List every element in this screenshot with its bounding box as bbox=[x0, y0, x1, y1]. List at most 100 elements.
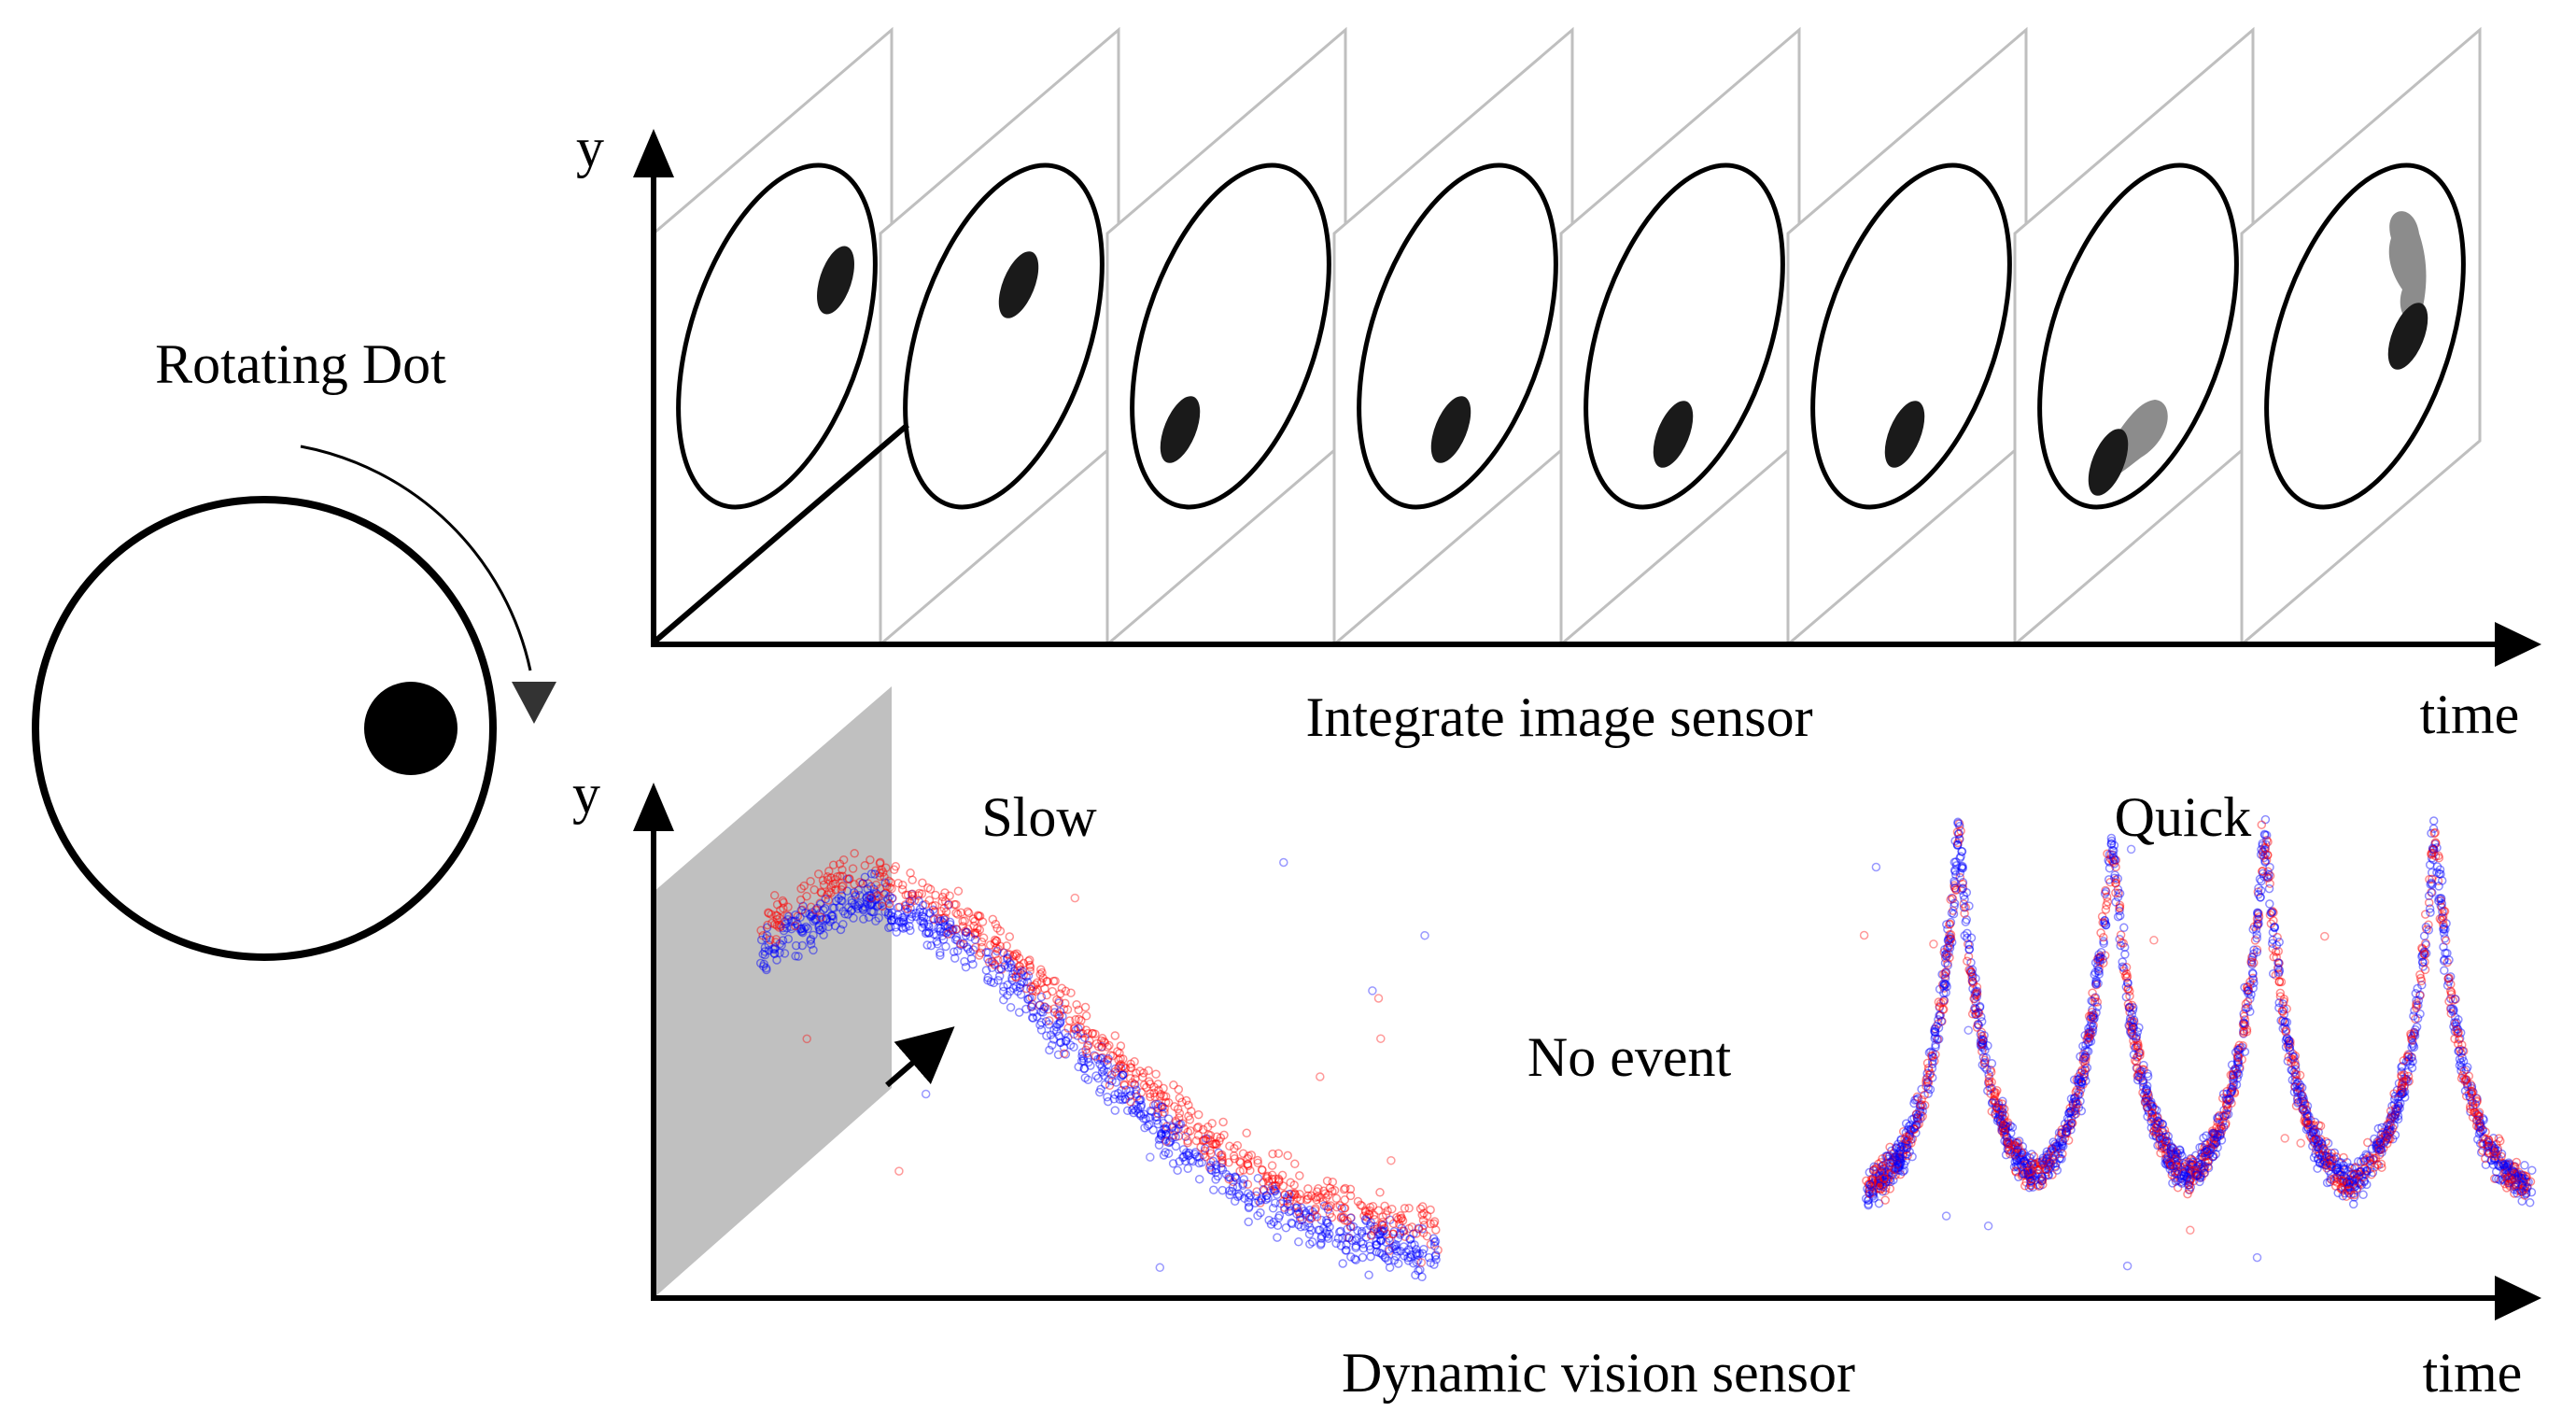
event-positive bbox=[1205, 1136, 1215, 1146]
bottom-y-label: y bbox=[572, 763, 600, 825]
event-negative bbox=[1044, 1020, 1054, 1029]
event-negative bbox=[791, 910, 800, 920]
event-negative bbox=[919, 918, 929, 928]
event-negative bbox=[2134, 1048, 2144, 1057]
event-negative bbox=[919, 908, 928, 917]
event-negative bbox=[780, 917, 790, 926]
event-positive bbox=[1267, 1170, 1277, 1180]
event-negative bbox=[1414, 1255, 1423, 1265]
event-negative bbox=[836, 925, 846, 935]
event-negative bbox=[1232, 1182, 1243, 1192]
event-negative bbox=[1384, 1234, 1394, 1243]
event-positive bbox=[1404, 1204, 1414, 1213]
event-negative bbox=[831, 897, 841, 906]
event-negative bbox=[858, 905, 868, 915]
event-negative bbox=[950, 935, 961, 944]
event-positive bbox=[823, 872, 833, 882]
event-positive bbox=[1323, 1190, 1333, 1200]
event-negative bbox=[938, 917, 948, 927]
event-negative bbox=[914, 897, 923, 906]
event-negative bbox=[1302, 1208, 1311, 1218]
event-negative bbox=[1026, 1002, 1036, 1011]
event-negative bbox=[1104, 1053, 1113, 1064]
event-positive bbox=[875, 868, 885, 878]
event-positive bbox=[1327, 1212, 1337, 1222]
event-negative bbox=[1410, 1240, 1419, 1250]
event-positive bbox=[1145, 1089, 1155, 1099]
event-positive bbox=[888, 893, 897, 903]
event-positive bbox=[1232, 1140, 1243, 1151]
event-positive bbox=[1318, 1197, 1328, 1207]
event-negative bbox=[1358, 1243, 1369, 1253]
event-positive bbox=[1175, 1113, 1184, 1123]
event-negative bbox=[1430, 1251, 1441, 1261]
event-negative bbox=[1181, 1132, 1190, 1141]
event-negative bbox=[1168, 1122, 1177, 1132]
event-positive bbox=[1016, 966, 1025, 975]
event-negative bbox=[1227, 1186, 1237, 1196]
event-negative bbox=[1366, 1251, 1375, 1262]
event-negative bbox=[1117, 1064, 1126, 1073]
event-negative bbox=[1147, 1107, 1157, 1117]
event-negative bbox=[1372, 1227, 1383, 1236]
event-negative bbox=[951, 932, 962, 942]
event-negative bbox=[1183, 1164, 1193, 1174]
event-positive bbox=[1071, 1015, 1080, 1024]
event-negative bbox=[1045, 1045, 1054, 1055]
event-negative bbox=[1358, 1252, 1368, 1263]
event-negative bbox=[1225, 1173, 1235, 1182]
event-positive bbox=[1105, 1040, 1114, 1051]
event-negative bbox=[1171, 1132, 1180, 1142]
event-negative bbox=[950, 953, 960, 963]
event-negative bbox=[1117, 1071, 1126, 1081]
event-positive bbox=[923, 882, 933, 893]
event-negative bbox=[1399, 1242, 1409, 1251]
event-positive bbox=[1274, 1174, 1284, 1183]
event-negative bbox=[1118, 1070, 1127, 1080]
event-positive bbox=[767, 910, 776, 919]
event-negative bbox=[1132, 1085, 1141, 1095]
event-positive bbox=[1114, 1055, 1123, 1065]
event-positive bbox=[1244, 1161, 1253, 1171]
event-negative bbox=[1171, 1125, 1181, 1136]
event-negative bbox=[778, 936, 788, 945]
event-positive bbox=[1310, 1206, 1320, 1215]
event-positive bbox=[930, 900, 940, 911]
event-negative bbox=[1152, 1112, 1162, 1122]
event-positive bbox=[1033, 978, 1042, 987]
event-negative bbox=[1351, 1255, 1361, 1264]
event-positive bbox=[1259, 1178, 1268, 1187]
event-positive bbox=[1392, 1213, 1401, 1222]
event-positive bbox=[764, 908, 773, 917]
event-negative bbox=[1139, 1113, 1148, 1123]
event-negative bbox=[1360, 1215, 1371, 1224]
event-positive bbox=[1115, 1061, 1124, 1071]
event-negative bbox=[1120, 1094, 1130, 1104]
event-positive bbox=[1381, 1210, 1391, 1220]
event-positive bbox=[775, 913, 784, 923]
noise-event bbox=[1871, 862, 1881, 872]
event-positive bbox=[838, 854, 849, 865]
event-negative bbox=[1028, 1013, 1038, 1023]
event-negative bbox=[1040, 1002, 1050, 1012]
event-negative bbox=[961, 962, 971, 972]
event-positive bbox=[1074, 1014, 1084, 1024]
event-negative bbox=[1099, 1057, 1109, 1066]
event-positive bbox=[956, 908, 965, 917]
event-positive bbox=[970, 916, 979, 926]
event-positive bbox=[871, 880, 881, 890]
event-positive bbox=[1142, 1082, 1151, 1093]
event-negative bbox=[1207, 1165, 1217, 1176]
event-negative bbox=[840, 909, 850, 919]
event-negative bbox=[1310, 1209, 1319, 1220]
event-negative bbox=[1097, 1062, 1106, 1072]
event-negative bbox=[764, 945, 774, 955]
event-negative bbox=[936, 926, 945, 937]
event-negative bbox=[919, 912, 929, 923]
event-negative bbox=[1004, 963, 1013, 972]
event-positive bbox=[1325, 1209, 1335, 1219]
event-positive bbox=[1048, 986, 1057, 996]
event-negative bbox=[1307, 1213, 1316, 1222]
event-positive bbox=[1311, 1204, 1320, 1213]
event-positive bbox=[823, 890, 832, 899]
